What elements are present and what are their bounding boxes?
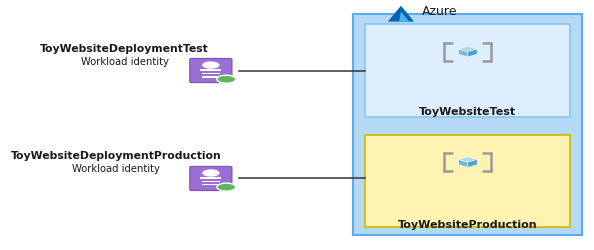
- FancyBboxPatch shape: [201, 76, 220, 78]
- FancyBboxPatch shape: [190, 59, 232, 83]
- FancyBboxPatch shape: [365, 25, 570, 118]
- Circle shape: [217, 76, 236, 84]
- FancyBboxPatch shape: [201, 184, 220, 186]
- FancyBboxPatch shape: [200, 178, 222, 180]
- Circle shape: [202, 170, 220, 177]
- Text: Workload identity: Workload identity: [72, 164, 160, 174]
- Text: Workload identity: Workload identity: [81, 56, 169, 66]
- Polygon shape: [459, 47, 477, 52]
- FancyBboxPatch shape: [200, 70, 222, 72]
- Text: ToyWebsiteTest: ToyWebsiteTest: [419, 106, 516, 116]
- Polygon shape: [468, 50, 477, 58]
- FancyBboxPatch shape: [365, 135, 570, 228]
- Polygon shape: [468, 160, 477, 168]
- Polygon shape: [459, 157, 477, 162]
- Text: ToyWebsiteDeploymentTest: ToyWebsiteDeploymentTest: [40, 44, 209, 54]
- Polygon shape: [459, 160, 468, 168]
- FancyBboxPatch shape: [353, 15, 582, 235]
- Polygon shape: [388, 7, 414, 22]
- FancyBboxPatch shape: [190, 167, 232, 191]
- FancyBboxPatch shape: [201, 73, 220, 75]
- Circle shape: [202, 62, 220, 70]
- Text: ToyWebsiteProduction: ToyWebsiteProduction: [398, 219, 538, 229]
- Text: Azure: Azure: [422, 5, 457, 18]
- FancyBboxPatch shape: [201, 181, 220, 183]
- Polygon shape: [399, 12, 409, 22]
- Text: ToyWebsiteDeploymentProduction: ToyWebsiteDeploymentProduction: [11, 150, 221, 160]
- Circle shape: [217, 183, 236, 191]
- Polygon shape: [459, 50, 468, 58]
